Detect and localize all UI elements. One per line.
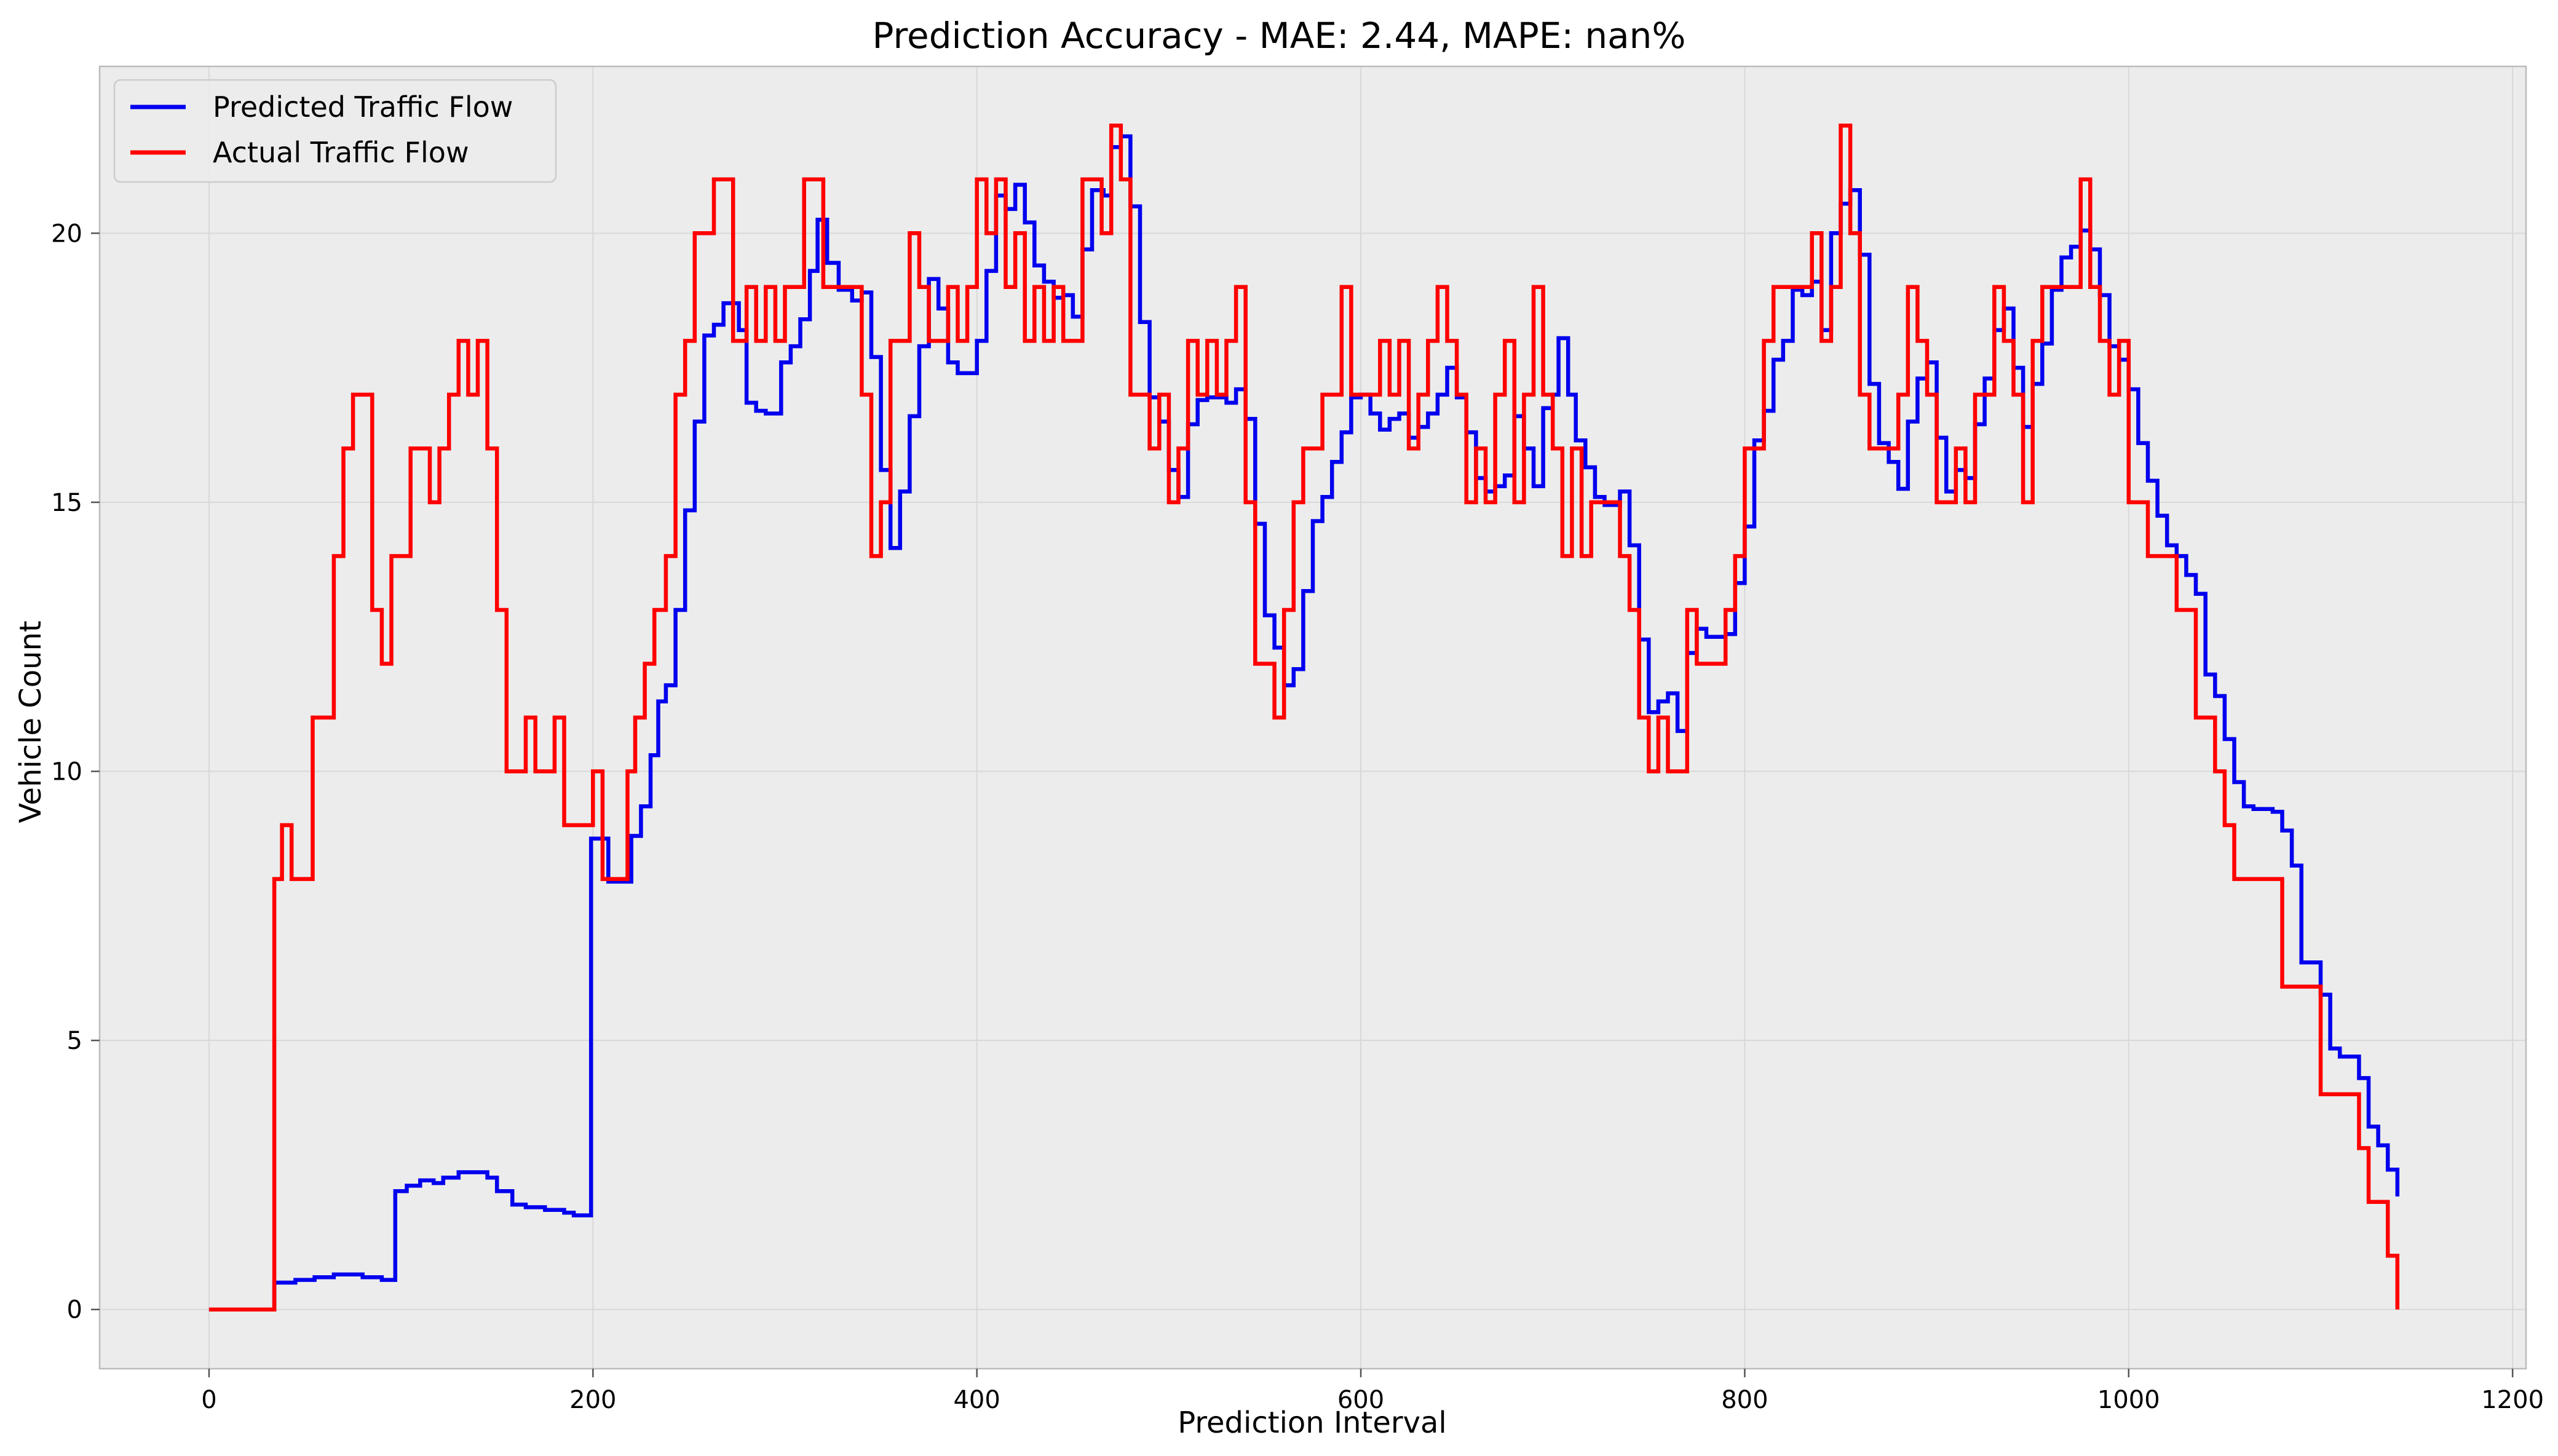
x-tick-label: 1000 xyxy=(2097,1386,2160,1414)
legend-label-predicted: Predicted Traffic Flow xyxy=(213,90,513,124)
x-tick-label: 200 xyxy=(569,1386,616,1414)
x-tick-label: 0 xyxy=(201,1386,216,1414)
x-tick-label: 600 xyxy=(1337,1386,1384,1414)
plot-frame xyxy=(98,65,2527,1370)
plot-area xyxy=(100,66,2526,1369)
y-tick-label: 15 xyxy=(51,489,82,517)
x-axis: 0 200 400 600 800 1000 1200 xyxy=(201,1369,2544,1414)
y-axis-label: Vehicle Count xyxy=(14,620,48,823)
series-lines xyxy=(208,124,2400,1312)
legend: Predicted Traffic Flow Actual Traffic Fl… xyxy=(113,79,557,183)
chart-title: Prediction Accuracy - MAE: 2.44, MAPE: n… xyxy=(872,15,1685,57)
y-tick-label: 5 xyxy=(67,1027,82,1055)
y-tick-label: 20 xyxy=(51,220,82,248)
legend-box xyxy=(113,79,557,183)
x-tick-label: 800 xyxy=(1721,1386,1768,1414)
series-line-actual xyxy=(208,124,2400,1312)
y-tick-label: 0 xyxy=(67,1296,82,1324)
x-axis-label: Prediction Interval xyxy=(1178,1406,1447,1440)
x-tick-label: 1200 xyxy=(2481,1386,2544,1414)
y-tick-label: 10 xyxy=(51,758,82,786)
grid xyxy=(100,66,2526,1369)
y-axis: 0 5 10 15 20 xyxy=(51,220,100,1324)
x-tick-label: 400 xyxy=(953,1386,1000,1414)
legend-label-actual: Actual Traffic Flow xyxy=(213,136,469,169)
